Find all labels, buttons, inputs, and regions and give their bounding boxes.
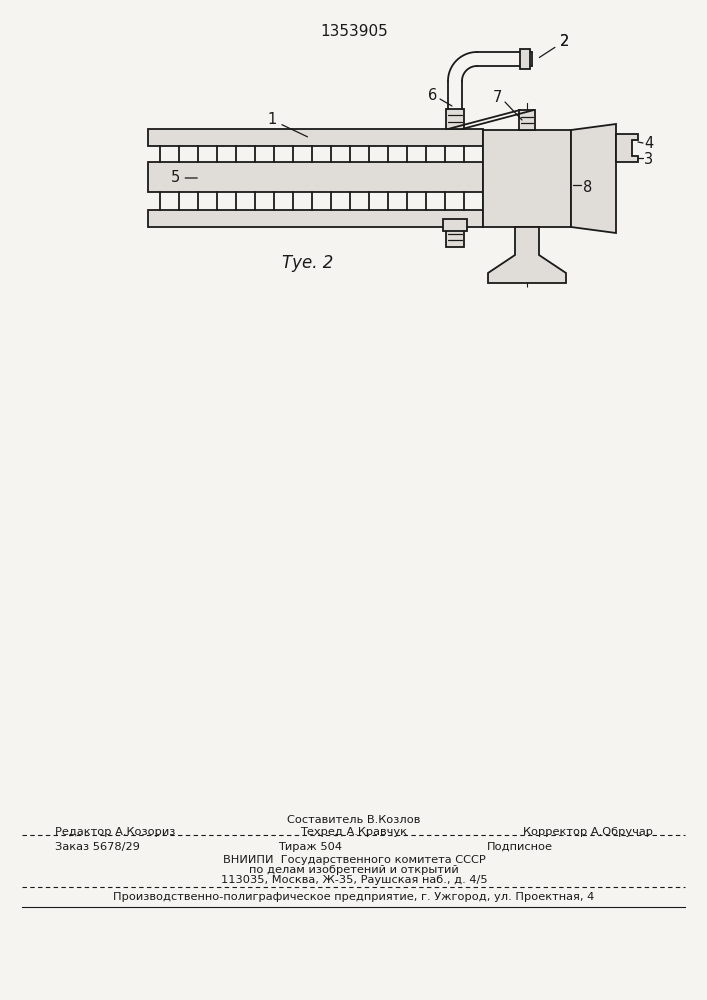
Bar: [520, 49, 530, 69]
Polygon shape: [616, 134, 638, 162]
Text: Подписное: Подписное: [487, 842, 553, 852]
Text: Производственно-полиграфическое предприятие, г. Ужгород, ул. Проектная, 4: Производственно-полиграфическое предприя…: [113, 892, 595, 902]
Text: Заказ 5678/29: Заказ 5678/29: [55, 842, 140, 852]
Polygon shape: [571, 124, 616, 233]
Text: 1: 1: [267, 112, 308, 137]
Bar: [519, 110, 535, 130]
Bar: [446, 227, 464, 247]
Text: Τуе. 2: Τуе. 2: [282, 254, 334, 272]
Text: 6: 6: [428, 88, 438, 103]
Text: по делам изобретений и открытий: по делам изобретений и открытий: [249, 865, 459, 875]
Text: Составитель В.Козлов: Составитель В.Козлов: [287, 815, 421, 825]
Bar: [443, 219, 467, 231]
Text: 8: 8: [583, 180, 592, 194]
Text: Техред А.Кравчук: Техред А.Кравчук: [300, 827, 407, 837]
Text: 3: 3: [644, 152, 653, 167]
Bar: [148, 210, 483, 227]
Text: Редактор А.Козориз: Редактор А.Козориз: [55, 827, 175, 837]
Bar: [446, 109, 464, 129]
Text: 7: 7: [492, 91, 502, 105]
Text: ВНИИПИ  Государственного комитета СССР: ВНИИПИ Государственного комитета СССР: [223, 855, 486, 865]
Bar: [148, 129, 483, 146]
Text: 2: 2: [539, 33, 569, 57]
Text: 2: 2: [560, 33, 569, 48]
Text: 1353905: 1353905: [320, 24, 388, 39]
Polygon shape: [488, 227, 566, 283]
Bar: [148, 162, 483, 192]
Text: 113035, Москва, Ж-35, Раушская наб., д. 4/5: 113035, Москва, Ж-35, Раушская наб., д. …: [221, 875, 487, 885]
Text: Тираж 504: Тираж 504: [278, 842, 342, 852]
Bar: [483, 130, 571, 227]
Text: 5: 5: [170, 170, 197, 186]
Text: Корректор А.Обручар: Корректор А.Обручар: [523, 827, 653, 837]
Text: 4: 4: [644, 135, 653, 150]
